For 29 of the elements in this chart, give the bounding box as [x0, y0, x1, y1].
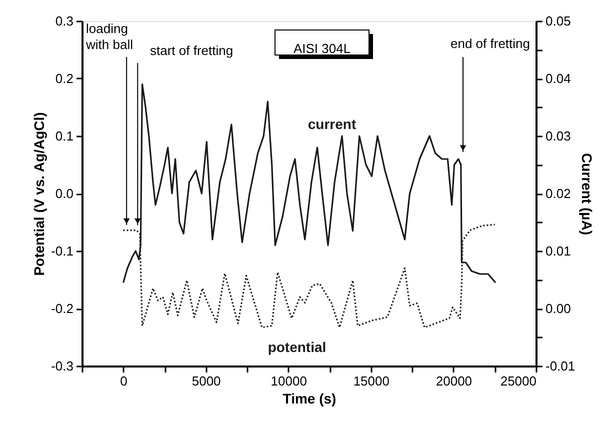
y-tick-label: -0.3	[51, 358, 74, 374]
y-axis-title: Potential (V vs. Ag/AgCl)	[31, 112, 48, 276]
y-tick-label: 0.0	[55, 186, 74, 201]
y2-tick-label: 0.00	[546, 301, 571, 316]
x-tick-label: 15000	[353, 374, 390, 388]
x-tick-label: 5000	[192, 374, 221, 388]
y-tick-label: 0.2	[55, 71, 74, 86]
y-tick-label: -0.1	[51, 244, 74, 258]
annotation: start of fretting	[150, 43, 234, 58]
x-tick-label: 10000	[270, 374, 307, 388]
y-tick-label: -0.2	[51, 301, 74, 316]
y2-tick-label: 0.01	[546, 244, 571, 258]
series-label: potential	[268, 339, 326, 355]
y2-tick-label: -0.01	[546, 358, 576, 374]
x-tick-label: 0	[120, 374, 128, 388]
y2-tick-label: 0.02	[546, 186, 571, 201]
x-tick-label: 25000	[500, 374, 536, 388]
y-tick-label: 0.1	[55, 128, 74, 144]
annotation: end of fretting	[450, 36, 530, 51]
y2-tick-label: 0.03	[546, 128, 571, 144]
x-axis-title: Time (s)	[282, 390, 336, 406]
y2-tick-label: 0.04	[546, 71, 571, 86]
x-tick-label: 20000	[436, 374, 472, 388]
y2-axis-title: Current (µA)	[579, 153, 596, 235]
y2-tick-label: 0.05	[546, 14, 571, 28]
annotation: AISI 304L	[293, 41, 351, 56]
y-tick-label: 0.3	[55, 14, 74, 28]
series-label: current	[308, 116, 356, 132]
annotation: loading with ball	[85, 21, 134, 52]
